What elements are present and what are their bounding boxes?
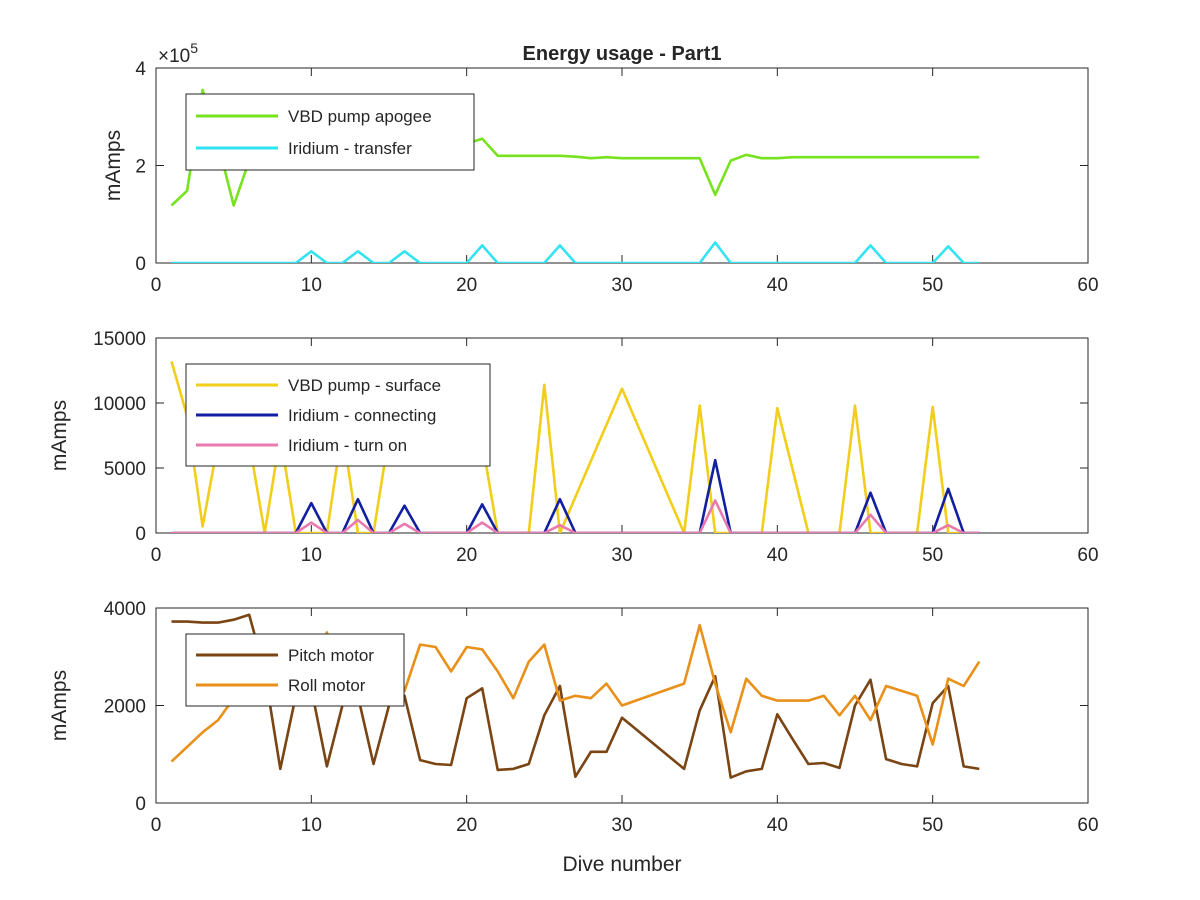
chart-title: Energy usage - Part1 (523, 43, 722, 65)
x-tick-label: 30 (611, 815, 632, 836)
x-tick-label: 20 (456, 545, 477, 566)
x-tick-label: 0 (151, 545, 162, 566)
y-axis-label: mAmps (48, 400, 71, 471)
x-tick-label: 40 (767, 275, 788, 296)
legend-entry: Roll motor (288, 676, 366, 695)
legend-entry: Iridium - connecting (288, 406, 436, 425)
y-exponent-power: 5 (190, 40, 198, 56)
y-tick-label: 0 (135, 524, 146, 545)
x-tick-label: 60 (1077, 275, 1098, 296)
legend-entry: Iridium - transfer (288, 139, 412, 158)
y-tick-label: 4 (135, 59, 146, 80)
x-tick-label: 50 (922, 815, 943, 836)
y-tick-label: 2 (135, 157, 146, 178)
chart-panel-3: 0 10 20 30 40 50 60 0 2000 4000 mAmps Dive number Pi… (48, 599, 1099, 876)
series-line-iridium-connecting (171, 458, 980, 533)
legend-entry: VBD pump - surface (288, 376, 441, 395)
y-tick-label: 5000 (104, 459, 146, 480)
x-tick-label: 0 (151, 815, 162, 836)
y-tick-label: 2000 (104, 697, 146, 718)
legend: VBD pump - surface Iridium - connecting Ir… (185, 363, 491, 467)
y-tick-label: 10000 (93, 394, 146, 415)
x-tick-label: 10 (301, 275, 322, 296)
legend-entry: Pitch motor (288, 646, 374, 665)
y-tick-label: 0 (135, 794, 146, 815)
x-tick-label: 20 (456, 815, 477, 836)
legend-box (185, 633, 405, 707)
x-tick-label: 30 (611, 545, 632, 566)
y-tick-label: 4000 (104, 599, 146, 620)
series-line-vbd-pump-surface (170, 361, 980, 533)
x-tick-label: 50 (922, 275, 943, 296)
legend: Pitch motor Roll motor (185, 633, 405, 707)
x-axis-label: Dive number (562, 853, 681, 876)
x-tick-label: 60 (1077, 545, 1098, 566)
x-tick-label: 40 (767, 545, 788, 566)
y-axis-label: mAmps (48, 670, 71, 741)
series-line-iridium-transfer (171, 241, 980, 263)
x-tick-label: 10 (301, 545, 322, 566)
series-line-iridium-turn-on (171, 499, 980, 533)
x-tick-label: 0 (151, 275, 162, 296)
x-tick-label: 30 (611, 275, 632, 296)
legend-entry: VBD pump apogee (288, 107, 432, 126)
legend-box (185, 93, 475, 171)
x-tick-label: 50 (922, 545, 943, 566)
legend: VBD pump apogee Iridium - transfer (185, 93, 475, 171)
y-tick-label: 15000 (93, 329, 146, 350)
x-tick-label: 10 (301, 815, 322, 836)
chart-panel-2: 0 10 20 30 40 50 60 0 5000 10000 15000 mAmps VBD pum… (48, 329, 1099, 566)
y-tick-label: 0 (135, 254, 146, 275)
y-axis-label: mAmps (102, 130, 125, 201)
x-tick-label: 40 (767, 815, 788, 836)
legend-entry: Iridium - turn on (288, 436, 407, 455)
x-tick-label: 60 (1077, 815, 1098, 836)
x-tick-label: 20 (456, 275, 477, 296)
